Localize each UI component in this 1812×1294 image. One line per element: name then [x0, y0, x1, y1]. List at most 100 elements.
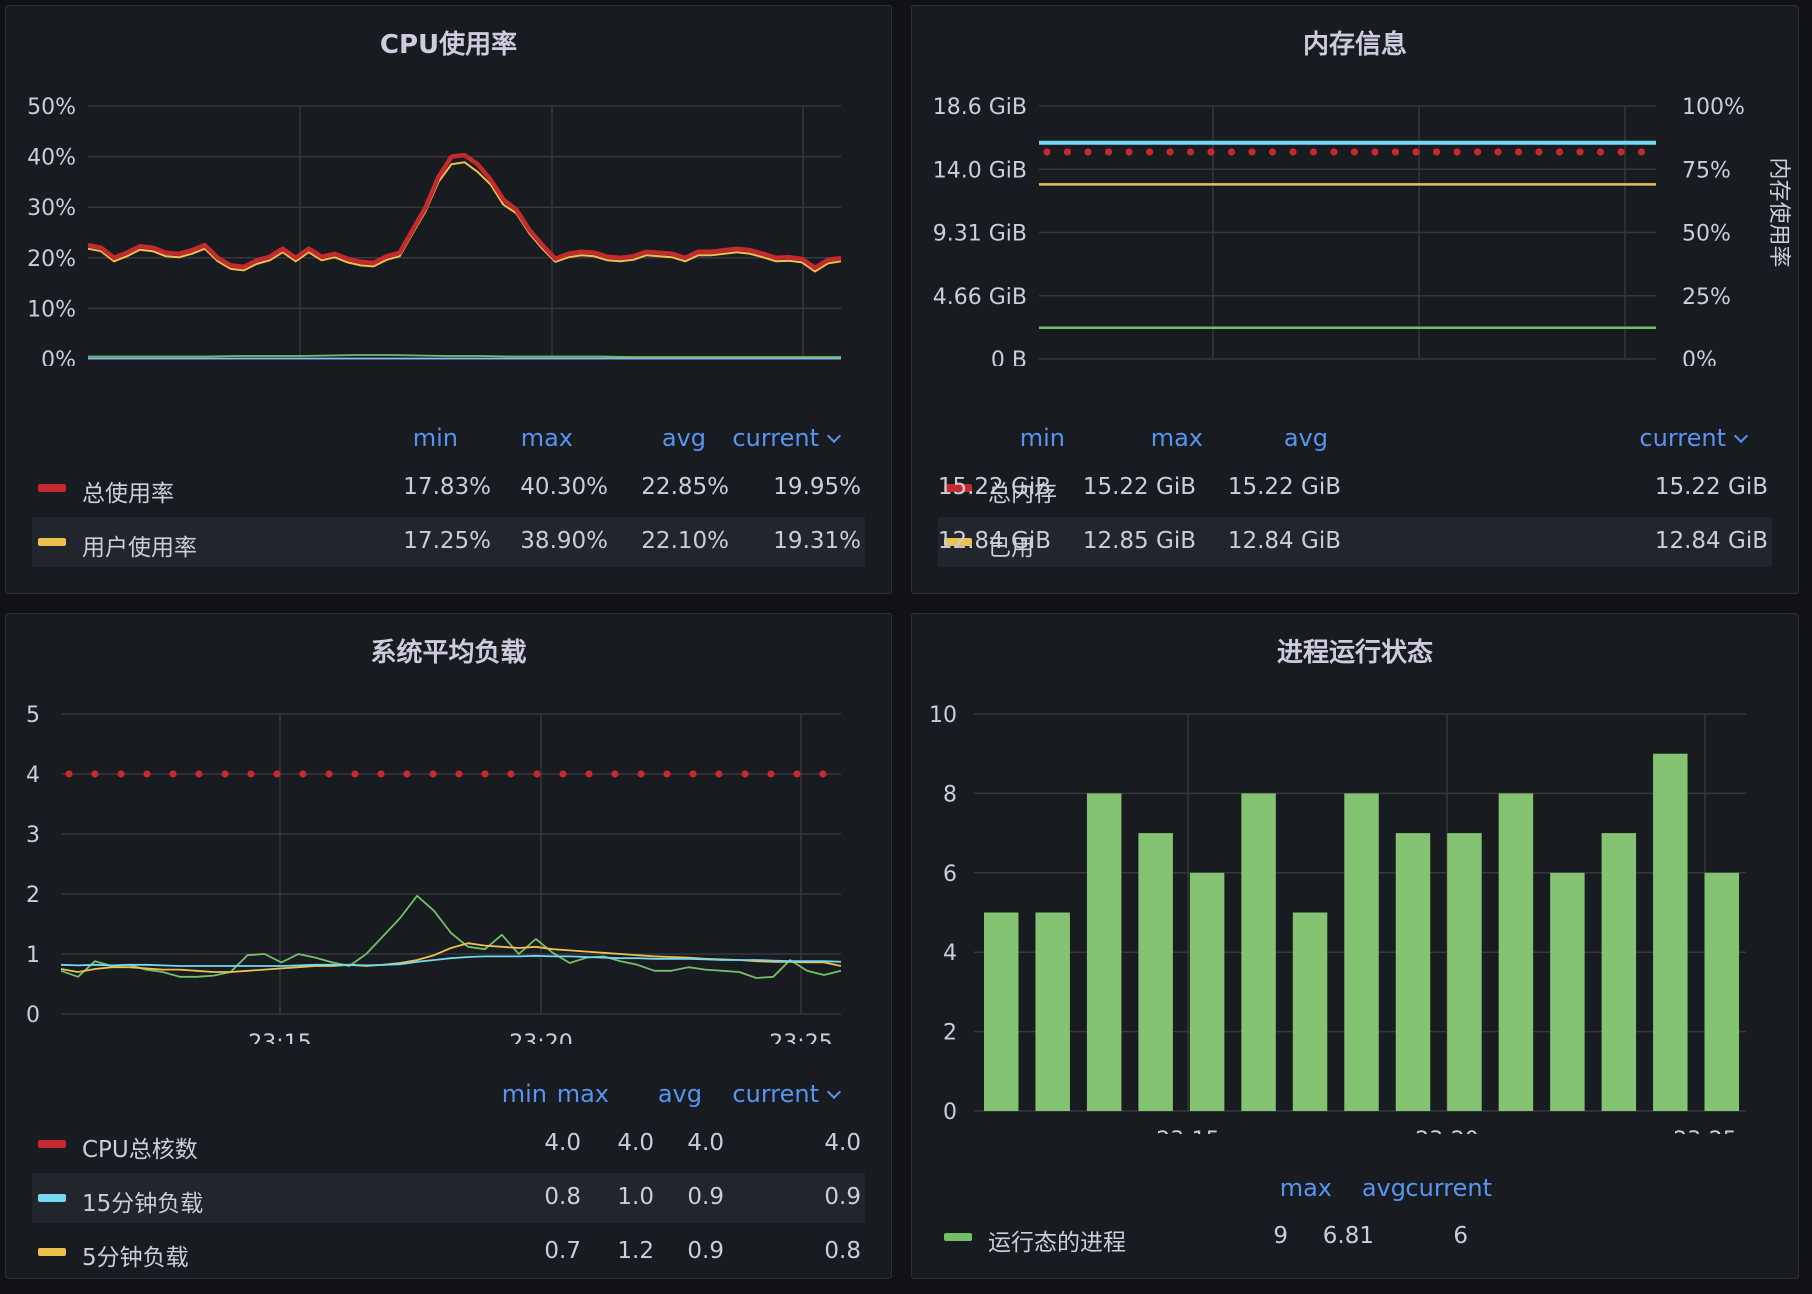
y2-tick-label: 0%: [1682, 348, 1717, 366]
data-point: [741, 770, 749, 778]
legend-row[interactable]: 15分钟负载 0.8 1.0 0.9 0.9: [32, 1173, 865, 1223]
legend-swatch: [38, 1194, 66, 1202]
bar: [1241, 793, 1276, 1111]
legend-series-name: 用户使用率: [82, 535, 197, 561]
y-tick-label: 2: [943, 1021, 957, 1046]
cpu-usage-panel: CPU使用率 0%10%20%30%40%50%23:1523:2023:25 …: [5, 5, 892, 594]
legend-series-name: 15分钟负载: [82, 1191, 204, 1217]
data-point: [1227, 148, 1236, 156]
system-load-panel: 系统平均负载 0 1 2 3 4 5 23:15 23:20 23:25 min max avg cu…: [5, 613, 892, 1279]
bar: [1086, 793, 1122, 1111]
legend-row[interactable]: 用户使用率 17.25% 38.90% 22.10% 19.31%: [32, 517, 865, 567]
legend-header-label: avg: [661, 424, 706, 452]
legend-header-max[interactable]: max: [557, 1080, 609, 1108]
y-tick-label: 8: [943, 782, 957, 807]
legend-header-avg[interactable]: avg: [1362, 1174, 1406, 1202]
y-tick-label: 18.6 GiB: [933, 95, 1027, 120]
y-tick-label: 14.0 GiB: [933, 158, 1027, 183]
y-tick-label: 2: [26, 883, 40, 908]
data-point: [1555, 148, 1564, 156]
legend-header-current[interactable]: current: [1639, 424, 1749, 452]
memory-info-panel: 内存信息 0 B 4.66 GiB 9.31 GiB 14.0 GiB 18.6 GiB…: [911, 5, 1799, 594]
data-point: [1330, 148, 1338, 156]
data-point: [247, 770, 255, 778]
data-point: [1268, 148, 1277, 156]
legend-row[interactable]: 5分钟负载 0.7 1.2 0.9 0.8: [32, 1227, 865, 1277]
system-load-chart: 0 1 2 3 4 5 23:15 23:20 23:25: [26, 703, 842, 1044]
y-tick-label: 10: [929, 703, 957, 728]
data-point: [1248, 148, 1256, 156]
y-tick-label: 0: [26, 1003, 40, 1028]
bar: [1138, 833, 1173, 1111]
y-tick-label: 0 B: [991, 348, 1027, 366]
data-point: [143, 770, 151, 778]
legend-header-max[interactable]: max: [1280, 1174, 1332, 1202]
data-point: [221, 770, 229, 778]
bar: [1292, 912, 1328, 1111]
legend-header-min[interactable]: min: [1020, 424, 1065, 452]
legend-series-name: CPU总核数: [82, 1137, 198, 1163]
legend-header-current[interactable]: current: [1405, 1174, 1492, 1202]
chevron-down-icon: [1733, 428, 1749, 444]
x-tick-label: 23:20: [1415, 1128, 1478, 1134]
data-point: [169, 770, 177, 778]
data-point: [481, 770, 489, 778]
legend-header-current[interactable]: current: [732, 424, 842, 452]
data-point: [1166, 148, 1174, 156]
bar: [1189, 872, 1225, 1111]
legend-header-current[interactable]: current: [732, 1080, 842, 1108]
data-point: [1371, 148, 1379, 156]
process-state-panel: 进程运行状态 0 2 4 6 8 10 23:15 23:20 23:25 max avgcurr…: [911, 613, 1799, 1279]
y2-tick-label: 25%: [1682, 285, 1731, 310]
y-tick-label: 6: [943, 862, 957, 887]
legend-header-label: min: [412, 424, 458, 452]
legend-header-avg[interactable]: avg: [1284, 424, 1328, 452]
bar: [1498, 793, 1534, 1111]
legend-row[interactable]: CPU总核数 4.0 4.0 4.0 4.0: [32, 1119, 865, 1169]
data-point: [689, 770, 697, 778]
legend-row[interactable]: 已用 12.84 GiB 12.85 GiB 12.84 GiB 12.84 GiB: [938, 517, 1772, 567]
process-state-chart: 0 2 4 6 8 10 23:15 23:20 23:25: [929, 703, 1746, 1134]
y-tick-label: 4: [943, 941, 957, 966]
legend-value-max: 40.30%: [520, 474, 608, 500]
chevron-down-icon: [826, 1084, 842, 1100]
bar: [1395, 833, 1431, 1111]
legend-header: min max avg current: [6, 1080, 891, 1110]
data-point: [1084, 148, 1092, 156]
data-point: [91, 770, 99, 778]
legend-header-label: min: [501, 1080, 547, 1108]
series-line: [87, 152, 842, 271]
legend-header-label: max: [1279, 1174, 1332, 1202]
legend-header-max[interactable]: max: [521, 424, 573, 452]
chevron-down-icon: [826, 428, 842, 444]
legend-value-min: 17.25%: [403, 528, 491, 554]
y-tick-label: 3: [26, 823, 40, 848]
legend-header-label: avg: [1361, 1174, 1406, 1202]
legend-header-label: current: [1405, 1174, 1492, 1202]
y2-tick-label: 75%: [1682, 158, 1731, 183]
legend-header-min[interactable]: min: [502, 1080, 547, 1108]
data-point: [1637, 148, 1646, 156]
panel-title: CPU使用率: [379, 30, 518, 60]
data-point: [117, 770, 125, 778]
legend-value-max: 15.22 GiB: [1082, 474, 1196, 500]
legend-header-min[interactable]: min: [413, 424, 458, 452]
legend-row[interactable]: 总内存 15.22 GiB 15.22 GiB 15.22 GiB 15.22 GiB: [938, 463, 1772, 513]
legend-row[interactable]: 运行态的进程 9 6.81 6: [938, 1212, 1772, 1262]
data-point: [1207, 148, 1215, 156]
data-point: [585, 770, 593, 778]
legend-header-avg[interactable]: avg: [662, 424, 706, 452]
x-tick-label: 23:15: [1156, 1128, 1219, 1134]
legend-value-max: 1.2: [617, 1238, 654, 1264]
bar: [1601, 833, 1637, 1111]
legend-row[interactable]: 总使用率 17.83% 40.30% 22.85% 19.95%: [32, 463, 865, 513]
data-point: [455, 770, 463, 778]
data-point: [1145, 148, 1154, 156]
legend-value-max: 1.0: [617, 1184, 654, 1210]
data-point: [1309, 148, 1318, 156]
legend-value-avg: 15.22 GiB: [1227, 474, 1341, 500]
legend-header-avg[interactable]: avg: [658, 1080, 702, 1108]
legend-value-avg: 12.84 GiB: [1227, 528, 1341, 554]
legend-header-max[interactable]: max: [1151, 424, 1203, 452]
legend-series-name: 总内存: [988, 481, 1057, 507]
